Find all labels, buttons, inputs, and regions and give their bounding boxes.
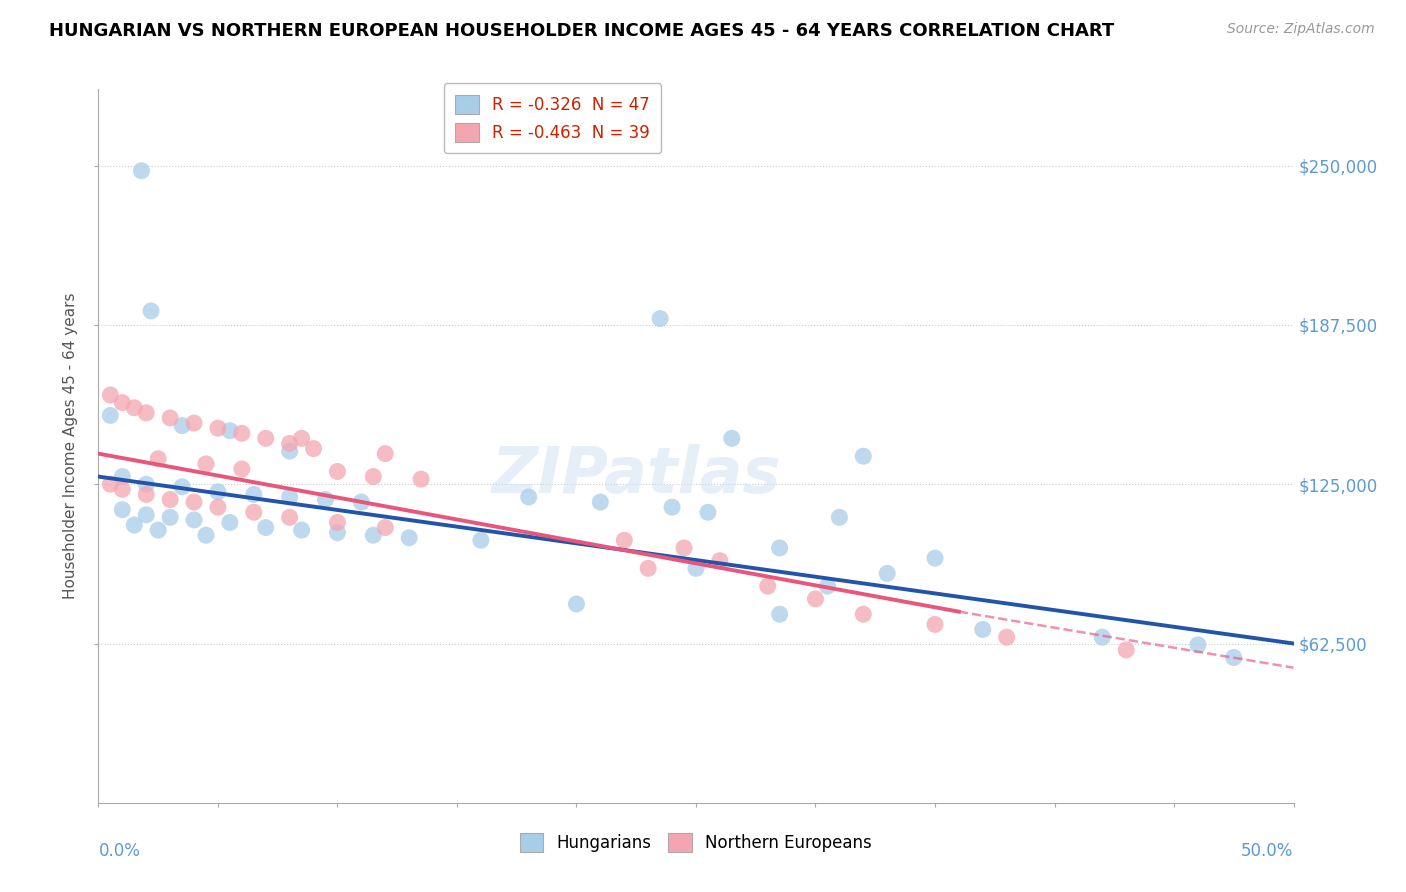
Point <box>135 487 157 501</box>
Point <box>804 591 827 606</box>
Point <box>254 431 277 445</box>
Point <box>183 495 205 509</box>
Point <box>195 457 218 471</box>
Point <box>172 480 194 494</box>
Point <box>243 505 266 519</box>
Point <box>768 607 790 622</box>
Point <box>697 505 720 519</box>
Point <box>363 528 385 542</box>
Point <box>111 502 134 516</box>
Point <box>648 311 672 326</box>
Point <box>326 525 349 540</box>
Point <box>315 492 337 507</box>
Point <box>111 483 134 497</box>
Point <box>326 516 349 530</box>
Point <box>135 477 157 491</box>
Point <box>183 513 205 527</box>
Point <box>131 163 153 178</box>
Point <box>363 469 385 483</box>
Point <box>828 510 851 524</box>
Point <box>111 469 134 483</box>
Point <box>709 554 731 568</box>
Text: Source: ZipAtlas.com: Source: ZipAtlas.com <box>1227 22 1375 37</box>
Point <box>995 630 1018 644</box>
Point <box>254 520 277 534</box>
Point <box>231 462 253 476</box>
Point <box>195 528 218 542</box>
Point <box>278 436 301 450</box>
Point <box>219 516 242 530</box>
Point <box>326 465 349 479</box>
Point <box>565 597 588 611</box>
Point <box>1187 638 1209 652</box>
Point <box>924 551 946 566</box>
Point <box>673 541 696 555</box>
Text: 50.0%: 50.0% <box>1241 842 1294 860</box>
Point <box>278 444 301 458</box>
Point <box>243 487 266 501</box>
Legend: Hungarians, Northern Europeans: Hungarians, Northern Europeans <box>513 826 879 859</box>
Point <box>852 449 875 463</box>
Point <box>124 518 146 533</box>
Point <box>135 508 157 522</box>
Point <box>374 520 396 534</box>
Point <box>1115 643 1137 657</box>
Point <box>815 579 838 593</box>
Point <box>1223 650 1246 665</box>
Point <box>768 541 790 555</box>
Point <box>350 495 373 509</box>
Y-axis label: Householder Income Ages 45 - 64 years: Householder Income Ages 45 - 64 years <box>63 293 79 599</box>
Point <box>159 492 181 507</box>
Point <box>139 304 162 318</box>
Point <box>1091 630 1114 644</box>
Point <box>291 431 314 445</box>
Point <box>111 395 134 409</box>
Point <box>124 401 146 415</box>
Point <box>876 566 898 581</box>
Point <box>291 523 314 537</box>
Point <box>98 409 122 423</box>
Point <box>302 442 325 456</box>
Point <box>685 561 707 575</box>
Point <box>517 490 540 504</box>
Point <box>172 418 194 433</box>
Text: HUNGARIAN VS NORTHERN EUROPEAN HOUSEHOLDER INCOME AGES 45 - 64 YEARS CORRELATION: HUNGARIAN VS NORTHERN EUROPEAN HOUSEHOLD… <box>49 22 1115 40</box>
Point <box>219 424 242 438</box>
Text: 0.0%: 0.0% <box>98 842 141 860</box>
Point <box>231 426 253 441</box>
Point <box>148 451 170 466</box>
Point <box>613 533 636 548</box>
Point <box>398 531 420 545</box>
Point <box>637 561 659 575</box>
Point <box>972 623 994 637</box>
Point <box>207 421 229 435</box>
Point <box>183 416 205 430</box>
Point <box>278 490 301 504</box>
Point <box>374 447 396 461</box>
Point <box>924 617 946 632</box>
Point <box>756 579 779 593</box>
Point <box>135 406 157 420</box>
Point <box>207 484 229 499</box>
Point <box>278 510 301 524</box>
Point <box>159 510 181 524</box>
Point <box>411 472 433 486</box>
Point <box>661 500 683 515</box>
Point <box>721 431 744 445</box>
Text: ZIPatlas: ZIPatlas <box>492 443 780 506</box>
Point <box>98 477 122 491</box>
Point <box>470 533 492 548</box>
Point <box>148 523 170 537</box>
Point <box>159 411 181 425</box>
Point <box>852 607 875 622</box>
Point <box>589 495 612 509</box>
Point <box>207 500 229 515</box>
Point <box>98 388 122 402</box>
